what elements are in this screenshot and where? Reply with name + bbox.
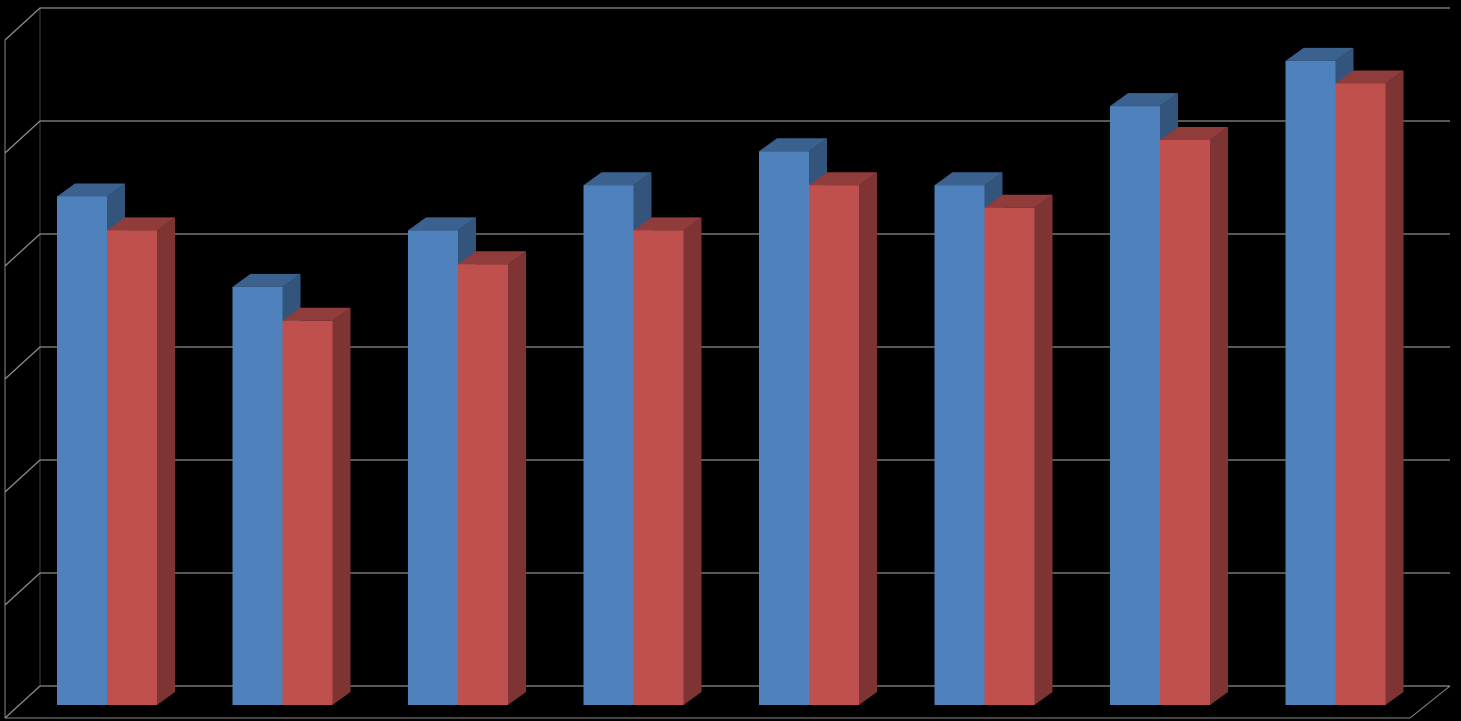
bar-top xyxy=(934,172,1003,186)
bar-top xyxy=(232,273,301,287)
bar xyxy=(408,230,458,705)
bar-top xyxy=(809,172,877,186)
bar xyxy=(282,320,333,705)
bar xyxy=(633,230,684,705)
bar xyxy=(759,151,809,706)
bar xyxy=(1160,140,1210,705)
bar xyxy=(1335,83,1386,705)
floor-edge xyxy=(5,685,1451,719)
bar-side xyxy=(859,172,877,705)
bar xyxy=(934,185,985,705)
bar-top xyxy=(107,217,175,231)
bar-side xyxy=(683,217,702,705)
bar-side xyxy=(332,307,351,705)
bar-top xyxy=(633,217,702,231)
grid-line xyxy=(4,7,1450,41)
bar-side xyxy=(157,217,175,705)
grid-line xyxy=(4,120,1450,154)
bar-top xyxy=(1160,127,1228,140)
bar-top xyxy=(1110,93,1178,107)
bar xyxy=(107,230,157,705)
bar xyxy=(809,185,859,705)
bar xyxy=(1285,60,1336,705)
bar-top xyxy=(1335,70,1404,84)
bar xyxy=(232,286,283,705)
bar xyxy=(57,196,107,705)
bar-side xyxy=(508,251,526,706)
bar-top xyxy=(458,251,526,265)
bar-top xyxy=(984,194,1053,208)
bar xyxy=(984,207,1035,706)
bar-side xyxy=(1385,70,1404,705)
bar xyxy=(458,264,508,705)
bar-top xyxy=(583,172,652,186)
bar-top xyxy=(408,217,476,231)
bar-top xyxy=(282,307,351,321)
bar-top xyxy=(57,183,125,197)
bar-side xyxy=(1210,127,1228,705)
bar-top xyxy=(1285,47,1354,61)
bar xyxy=(583,185,634,705)
bar-top xyxy=(759,138,827,152)
bar xyxy=(1110,106,1160,706)
bar-side xyxy=(1034,194,1053,706)
